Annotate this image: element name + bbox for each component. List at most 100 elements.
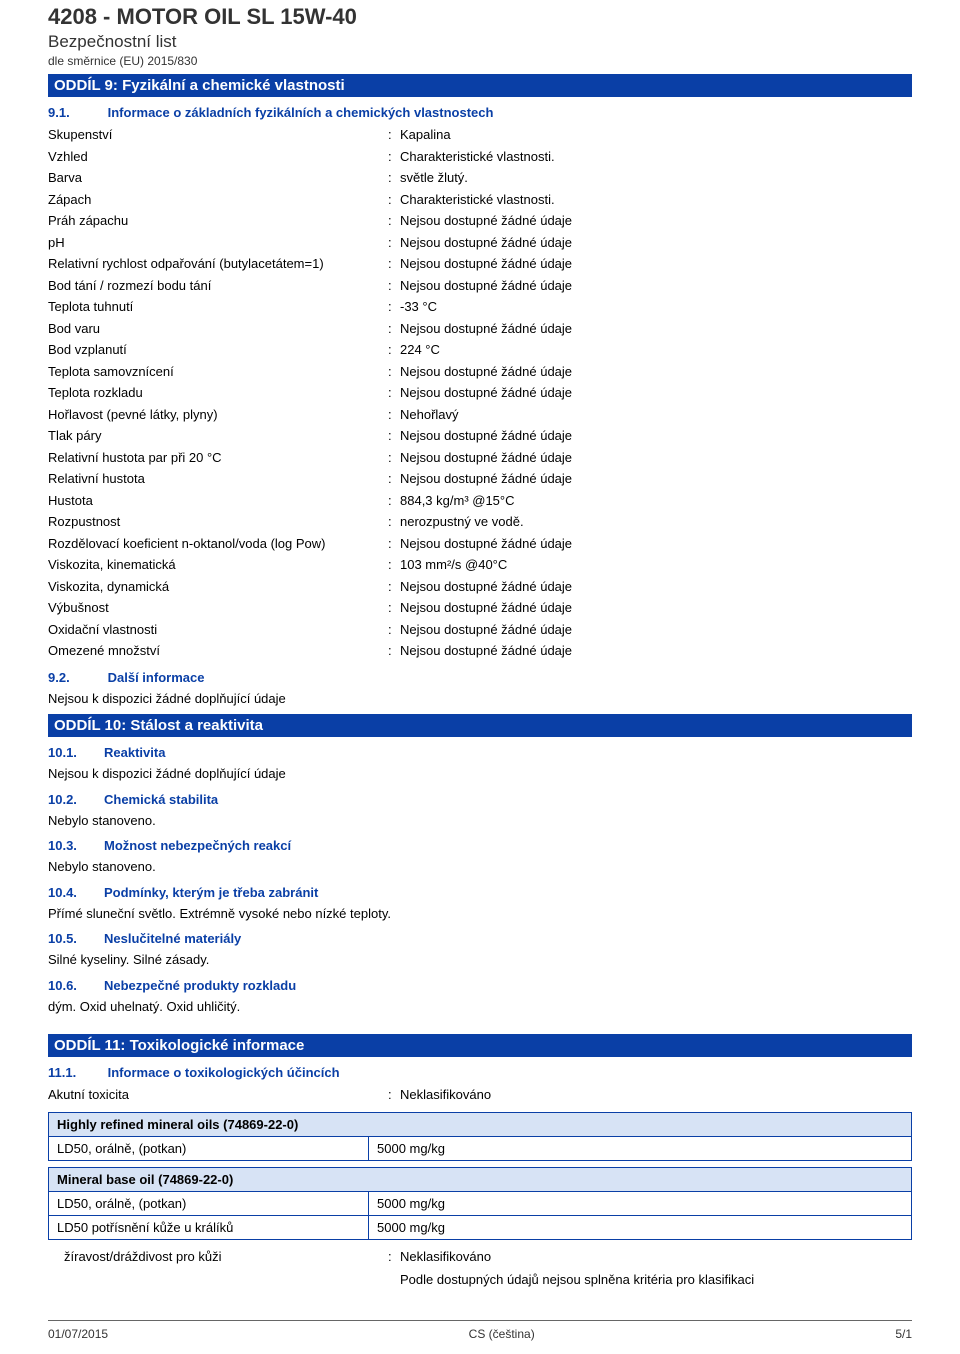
colon: : <box>388 577 400 597</box>
property-label: Bod varu <box>48 319 388 339</box>
subsection-9-2-body: Nejsou k dispozici žádné doplňující údaj… <box>48 689 912 709</box>
property-row: Skupenství:Kapalina <box>48 124 912 146</box>
property-label: Relativní rychlost odpařování (butylacet… <box>48 254 388 274</box>
property-value: Nejsou dostupné žádné údaje <box>400 276 912 296</box>
document-title: 4208 - MOTOR OIL SL 15W-40 <box>48 4 912 30</box>
acute-toxicity-row: Akutní toxicita : Neklasifikováno <box>48 1084 912 1106</box>
property-value: světle žlutý. <box>400 168 912 188</box>
section-11-header: ODDÍL 11: Toxikologické informace <box>48 1034 912 1057</box>
property-value: 224 °C <box>400 340 912 360</box>
subsection: 10.1.Reaktivita <box>48 745 912 760</box>
property-label: Práh zápachu <box>48 211 388 231</box>
subsection-body: dým. Oxid uhelnatý. Oxid uhličitý. <box>48 997 912 1017</box>
property-label: Bod vzplanutí <box>48 340 388 360</box>
table-cell-value: 5000 mg/kg <box>369 1192 911 1215</box>
property-row: Teplota tuhnutí:-33 °C <box>48 296 912 318</box>
subsection-body: Nebylo stanoveno. <box>48 857 912 877</box>
subsection-title: Možnost nebezpečných reakcí <box>104 838 291 853</box>
subsection-title: Informace o toxikologických účincích <box>108 1065 340 1080</box>
property-row: Práh zápachu:Nejsou dostupné žádné údaje <box>48 210 912 232</box>
subsection-num: 10.6. <box>48 978 104 993</box>
subsection-num: 10.1. <box>48 745 104 760</box>
property-label: Bod tání / rozmezí bodu tání <box>48 276 388 296</box>
subsection-num: 10.5. <box>48 931 104 946</box>
colon: : <box>388 448 400 468</box>
subsection-title: Podmínky, kterým je třeba zabránit <box>104 885 318 900</box>
colon: : <box>388 1247 400 1267</box>
colon: : <box>388 319 400 339</box>
property-row: Výbušnost:Nejsou dostupné žádné údaje <box>48 597 912 619</box>
colon: : <box>388 340 400 360</box>
colon: : <box>388 211 400 231</box>
property-value: 103 mm²/s @40°C <box>400 555 912 575</box>
subsection-body: Silné kyseliny. Silné zásady. <box>48 950 912 970</box>
property-value: Nejsou dostupné žádné údaje <box>400 448 912 468</box>
property-value: Nejsou dostupné žádné údaje <box>400 469 912 489</box>
section-9-header: ODDÍL 9: Fyzikální a chemické vlastnosti <box>48 74 912 97</box>
section-11-tables: Highly refined mineral oils (74869-22-0)… <box>48 1112 912 1240</box>
colon: : <box>388 641 400 661</box>
subsection-title: Chemická stabilita <box>104 792 218 807</box>
property-value: Kapalina <box>400 125 912 145</box>
colon: : <box>388 405 400 425</box>
subsection-num: 9.2. <box>48 670 104 685</box>
property-row: Oxidační vlastnosti:Nejsou dostupné žádn… <box>48 619 912 641</box>
property-row: Relativní hustota par při 20 °C:Nejsou d… <box>48 447 912 469</box>
subsection-num: 10.4. <box>48 885 104 900</box>
toxicity-table: Highly refined mineral oils (74869-22-0)… <box>48 1112 912 1161</box>
property-row: Viskozita, dynamická:Nejsou dostupné žád… <box>48 576 912 598</box>
table-row: LD50, orálně, (potkan)5000 mg/kg <box>49 1137 911 1160</box>
property-row: Barva:světle žlutý. <box>48 167 912 189</box>
property-label: Zápach <box>48 190 388 210</box>
property-label: Barva <box>48 168 388 188</box>
subsection-title: Další informace <box>108 670 205 685</box>
subsection-body: Přímé sluneční světlo. Extrémně vysoké n… <box>48 904 912 924</box>
property-value: Nejsou dostupné žádné údaje <box>400 383 912 403</box>
colon: : <box>388 362 400 382</box>
document-subtitle: Bezpečnostní list <box>48 32 912 52</box>
property-row: Bod varu:Nejsou dostupné žádné údaje <box>48 318 912 340</box>
subsection: 10.6.Nebezpečné produkty rozkladu <box>48 978 912 993</box>
colon: : <box>388 233 400 253</box>
colon: : <box>388 426 400 446</box>
table-cell-value: 5000 mg/kg <box>369 1137 911 1160</box>
table-cell-label: LD50 potřísnění kůže u králíků <box>49 1216 369 1239</box>
property-row: Teplota samovznícení:Nejsou dostupné žád… <box>48 361 912 383</box>
property-value: Neklasifikováno <box>400 1085 912 1105</box>
subsection-title: Reaktivita <box>104 745 165 760</box>
property-label: Teplota samovznícení <box>48 362 388 382</box>
property-label: pH <box>48 233 388 253</box>
colon: : <box>388 469 400 489</box>
colon: : <box>388 491 400 511</box>
property-label: Relativní hustota par při 20 °C <box>48 448 388 468</box>
property-value: 884,3 kg/m³ @15°C <box>400 491 912 511</box>
colon: : <box>388 254 400 274</box>
property-value: Nejsou dostupné žádné údaje <box>400 211 912 231</box>
skin-corrosion-row: žíravost/dráždivost pro kůži : Neklasifi… <box>48 1246 912 1268</box>
property-row: Relativní rychlost odpařování (butylacet… <box>48 253 912 275</box>
property-label: Hořlavost (pevné látky, plyny) <box>48 405 388 425</box>
property-row: Rozdělovací koeficient n-oktanol/voda (l… <box>48 533 912 555</box>
property-row: Vzhled:Charakteristické vlastnosti. <box>48 146 912 168</box>
property-value: Nejsou dostupné žádné údaje <box>400 577 912 597</box>
footer-date: 01/07/2015 <box>48 1327 108 1341</box>
property-label: Relativní hustota <box>48 469 388 489</box>
footer-page: 5/1 <box>895 1327 912 1341</box>
subsection: 10.5.Neslučitelné materiály <box>48 931 912 946</box>
colon: : <box>388 512 400 532</box>
property-label: Oxidační vlastnosti <box>48 620 388 640</box>
property-row: Relativní hustota:Nejsou dostupné žádné … <box>48 468 912 490</box>
table-row: LD50, orálně, (potkan)5000 mg/kg <box>49 1192 911 1216</box>
subsection-title: Neslučitelné materiály <box>104 931 241 946</box>
property-row: Tlak páry:Nejsou dostupné žádné údaje <box>48 425 912 447</box>
regulation-line: dle směrnice (EU) 2015/830 <box>48 54 912 68</box>
property-value: Neklasifikováno <box>400 1247 912 1267</box>
property-row: Rozpustnost:nerozpustný ve vodě. <box>48 511 912 533</box>
colon: : <box>388 168 400 188</box>
table-header: Highly refined mineral oils (74869-22-0) <box>49 1113 911 1137</box>
colon: : <box>388 125 400 145</box>
page-footer: 01/07/2015 CS (čeština) 5/1 <box>48 1320 912 1341</box>
colon: : <box>388 598 400 618</box>
toxicity-table: Mineral base oil (74869-22-0)LD50, oráln… <box>48 1167 912 1240</box>
subsection-title: Nebezpečné produkty rozkladu <box>104 978 296 993</box>
